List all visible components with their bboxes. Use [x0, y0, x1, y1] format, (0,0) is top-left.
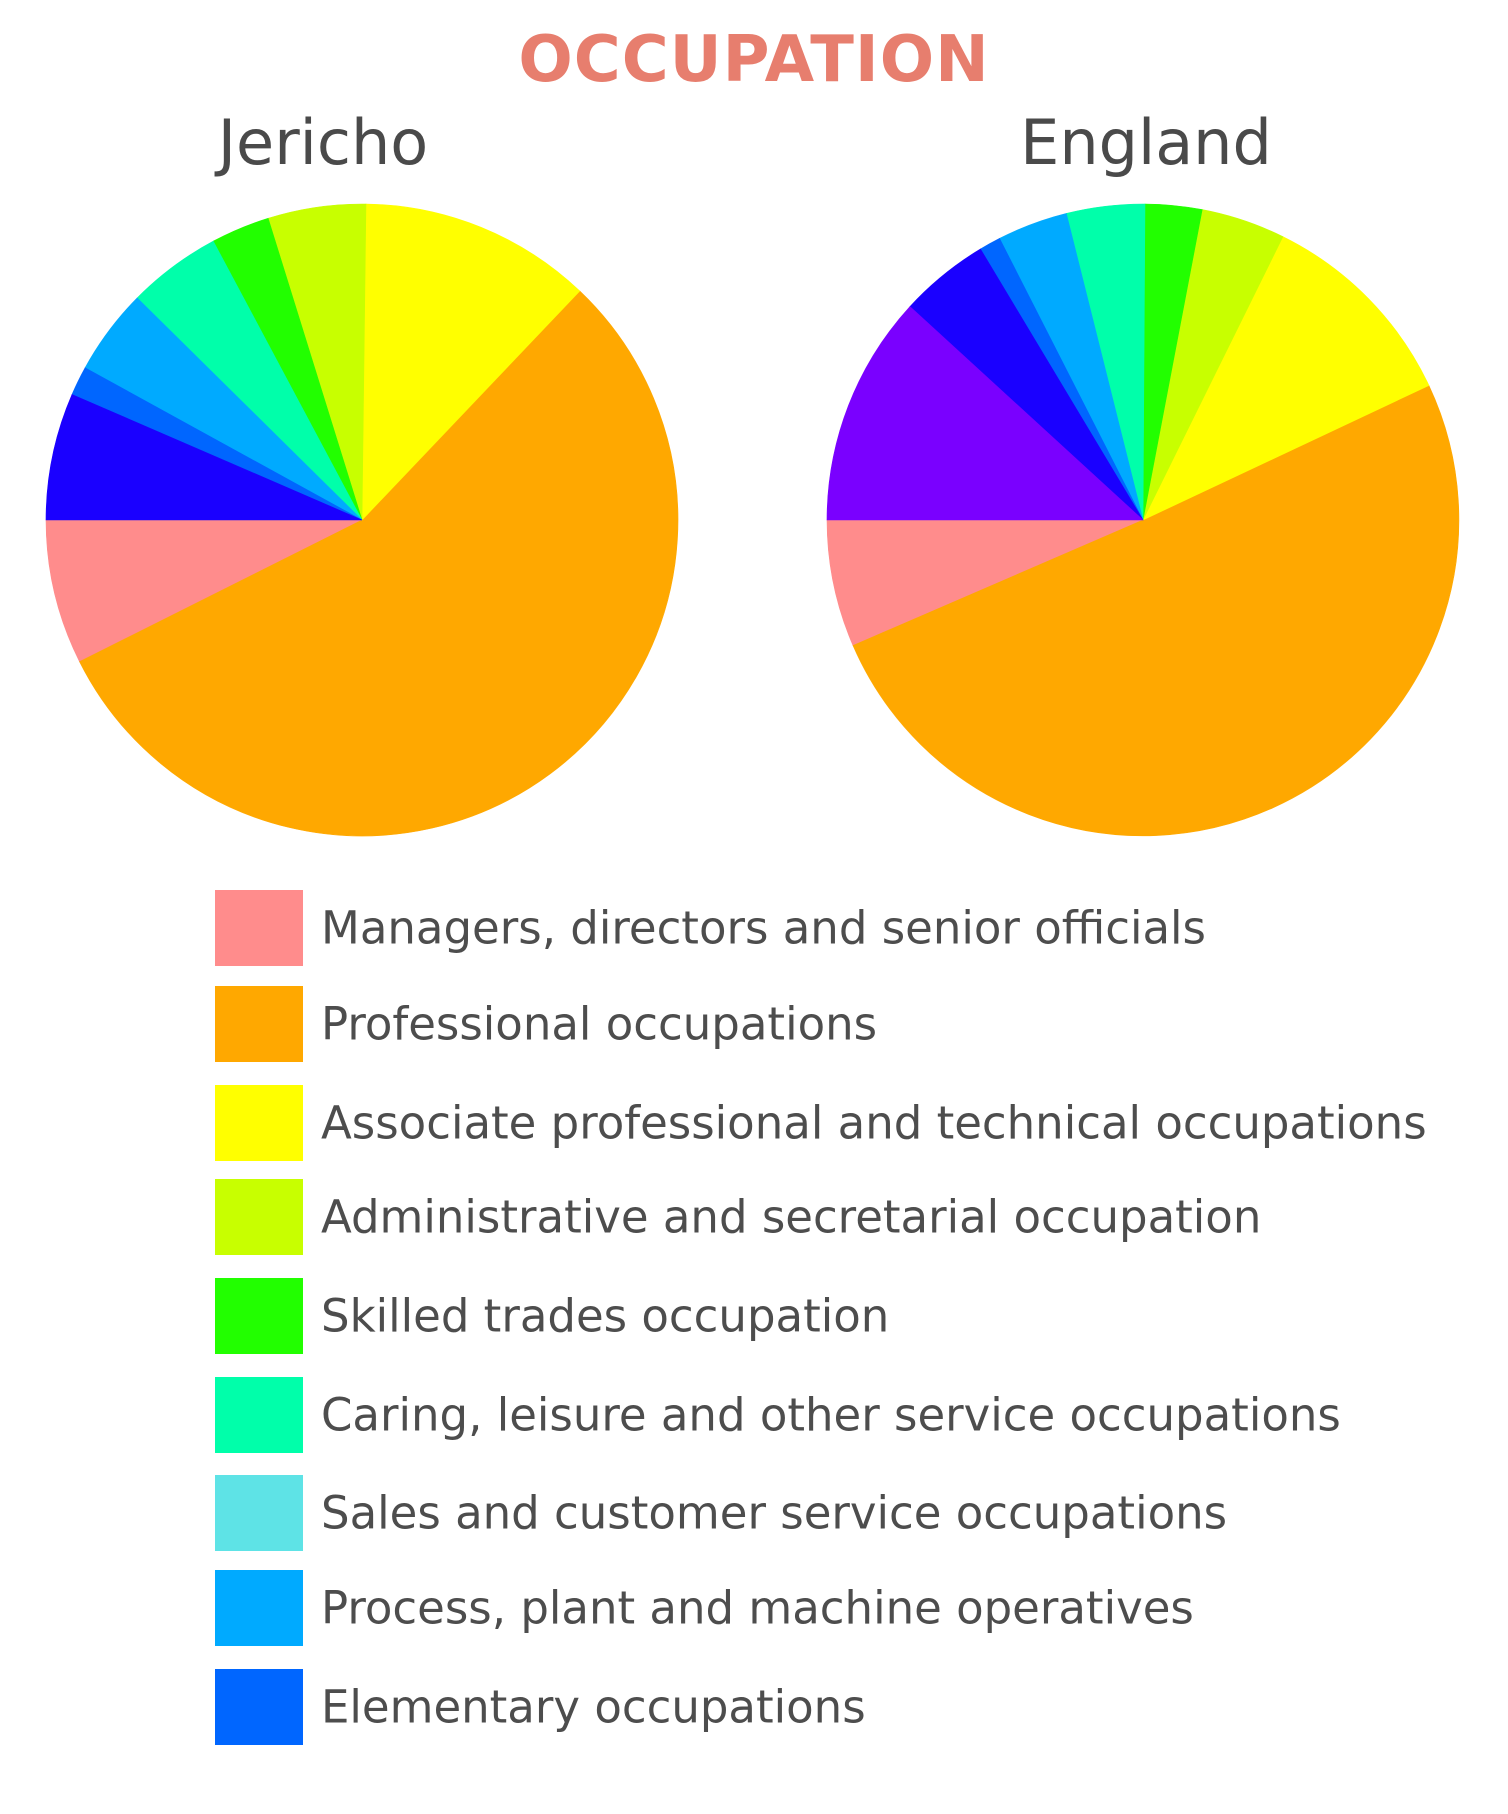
chart-title: OCCUPATION — [518, 23, 990, 97]
legend-label: Administrative and secretarial occupatio… — [321, 1190, 1262, 1244]
legend-item: Professional occupations — [215, 986, 1495, 1062]
pie-chart-jericho — [45, 203, 679, 837]
pie-slice-england-managers-directors-and-senior-officials — [826, 519, 1144, 646]
pie-slice-england-unlabeled-violet — [826, 306, 1144, 521]
legend-item: Managers, directors and senior officials — [215, 890, 1495, 966]
legend-item: Skilled trades occupation — [215, 1278, 1495, 1354]
legend-label: Sales and customer service occupations — [321, 1486, 1228, 1540]
legend-swatch — [215, 1669, 303, 1745]
legend-swatch — [215, 1570, 303, 1646]
legend-swatch — [215, 1377, 303, 1453]
legend-item: Sales and customer service occupations — [215, 1475, 1495, 1551]
pie-chart-england — [826, 203, 1460, 837]
legend-label: Caring, leisure and other service occupa… — [321, 1388, 1341, 1442]
legend-label: Skilled trades occupation — [321, 1289, 890, 1343]
legend-item: Administrative and secretarial occupatio… — [215, 1179, 1495, 1255]
legend-label: Managers, directors and senior officials — [321, 901, 1206, 955]
legend-swatch — [215, 1475, 303, 1551]
legend-label: Associate professional and technical occ… — [321, 1096, 1427, 1150]
legend-item: Caring, leisure and other service occupa… — [215, 1377, 1495, 1453]
legend-swatch — [215, 1278, 303, 1354]
legend-swatch — [215, 1085, 303, 1161]
legend-item: Associate professional and technical occ… — [215, 1085, 1495, 1161]
legend-swatch — [215, 1179, 303, 1255]
pie-slice-jericho-professional-occupations — [79, 290, 679, 837]
legend-item: Process, plant and machine operatives — [215, 1570, 1495, 1646]
legend-label: Professional occupations — [321, 997, 878, 1051]
pie-label-jericho: Jericho — [217, 106, 429, 179]
legend-swatch — [215, 986, 303, 1062]
legend-swatch — [215, 890, 303, 966]
pie-slice-jericho-managers-directors-and-senior-officials — [45, 519, 363, 663]
pie-slice-england-professional-occupations — [852, 385, 1460, 837]
pie-slice-jericho-associate-professional-and-technical-occupations — [361, 203, 581, 521]
pie-label-england: England — [1020, 106, 1272, 179]
legend-label: Elementary occupations — [321, 1680, 866, 1734]
pie-slice-england-associate-professional-and-technical-occupations — [1142, 236, 1430, 521]
legend-item: Elementary occupations — [215, 1669, 1495, 1745]
legend-label: Process, plant and machine operatives — [321, 1581, 1194, 1635]
pie-slice-jericho-unlabeled-dark-blue — [45, 394, 363, 521]
